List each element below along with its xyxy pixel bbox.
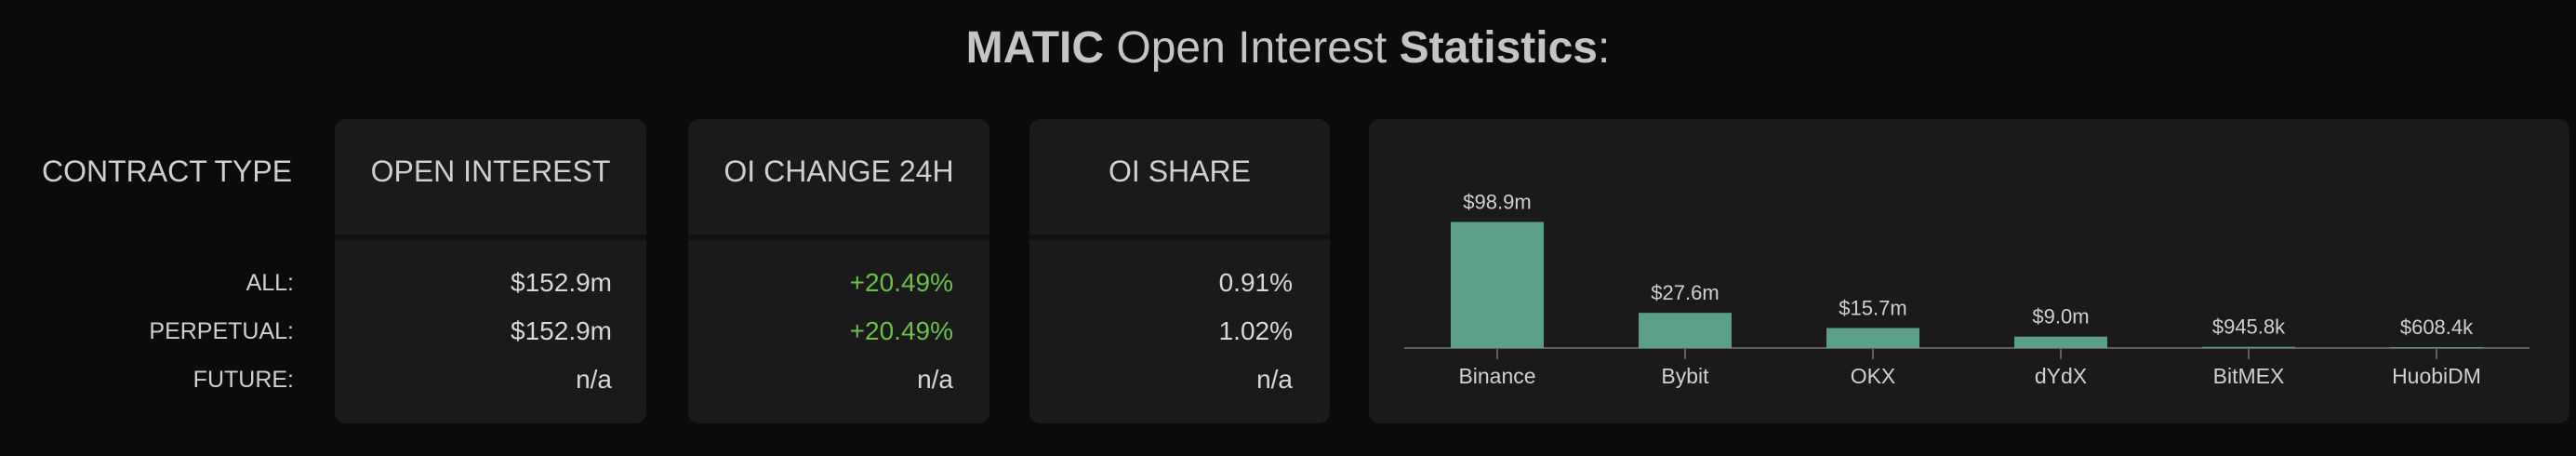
table-cell: n/a <box>917 365 953 394</box>
title-text: Open Interest <box>1116 23 1388 73</box>
bar <box>1826 328 1919 348</box>
value-label: $98.9m <box>1463 191 1531 214</box>
separator <box>1029 235 1330 240</box>
value-label: $945.8k <box>2212 315 2286 339</box>
table-cell: n/a <box>1256 365 1293 394</box>
table-cell: 0.91% <box>1218 268 1293 297</box>
bar <box>2202 346 2295 348</box>
x-tick-label: OKX <box>1851 364 1896 388</box>
column-header: OI CHANGE 24H <box>724 154 954 188</box>
table-cell: n/a <box>576 365 612 394</box>
table-cell: +20.49% <box>849 268 953 297</box>
x-tick-label: HuobiDM <box>2392 364 2481 388</box>
value-label: $608.4k <box>2400 315 2474 339</box>
x-tick-label: BitMEX <box>2213 364 2285 388</box>
bar <box>1451 221 1544 348</box>
table-cell: +20.49% <box>849 316 953 345</box>
title: MATIC Open Interest Statistics: <box>0 22 2576 74</box>
column-header: OI SHARE <box>1109 154 1251 188</box>
value-label: $9.0m <box>2032 305 2089 329</box>
table-cell: $152.9m <box>511 268 612 297</box>
chart-card <box>1369 119 2569 423</box>
card <box>688 119 989 423</box>
row-label: ALL: <box>246 270 294 296</box>
value-label: $15.7m <box>1839 296 1906 319</box>
x-tick-label: Binance <box>1458 364 1535 388</box>
value-label: $27.6m <box>1651 281 1719 304</box>
bar <box>2390 347 2483 348</box>
bar <box>2014 336 2107 348</box>
column-header: CONTRACT TYPE <box>42 154 293 188</box>
column-header: OPEN INTEREST <box>370 154 611 188</box>
title-colon: : <box>1598 23 1611 73</box>
card <box>1029 119 1330 423</box>
separator <box>688 235 989 240</box>
x-tick-label: dYdX <box>2035 364 2087 388</box>
row-label: PERPETUAL: <box>149 318 294 344</box>
title-bold: Statistics <box>1399 23 1598 73</box>
separator <box>335 235 646 240</box>
x-tick-label: Bybit <box>1661 364 1709 388</box>
table-cell: $152.9m <box>511 316 612 345</box>
table-cell: 1.02% <box>1218 316 1293 345</box>
bar <box>1639 313 1732 348</box>
card <box>335 119 646 423</box>
row-label: FUTURE: <box>193 367 294 393</box>
title-coin: MATIC <box>965 23 1105 73</box>
